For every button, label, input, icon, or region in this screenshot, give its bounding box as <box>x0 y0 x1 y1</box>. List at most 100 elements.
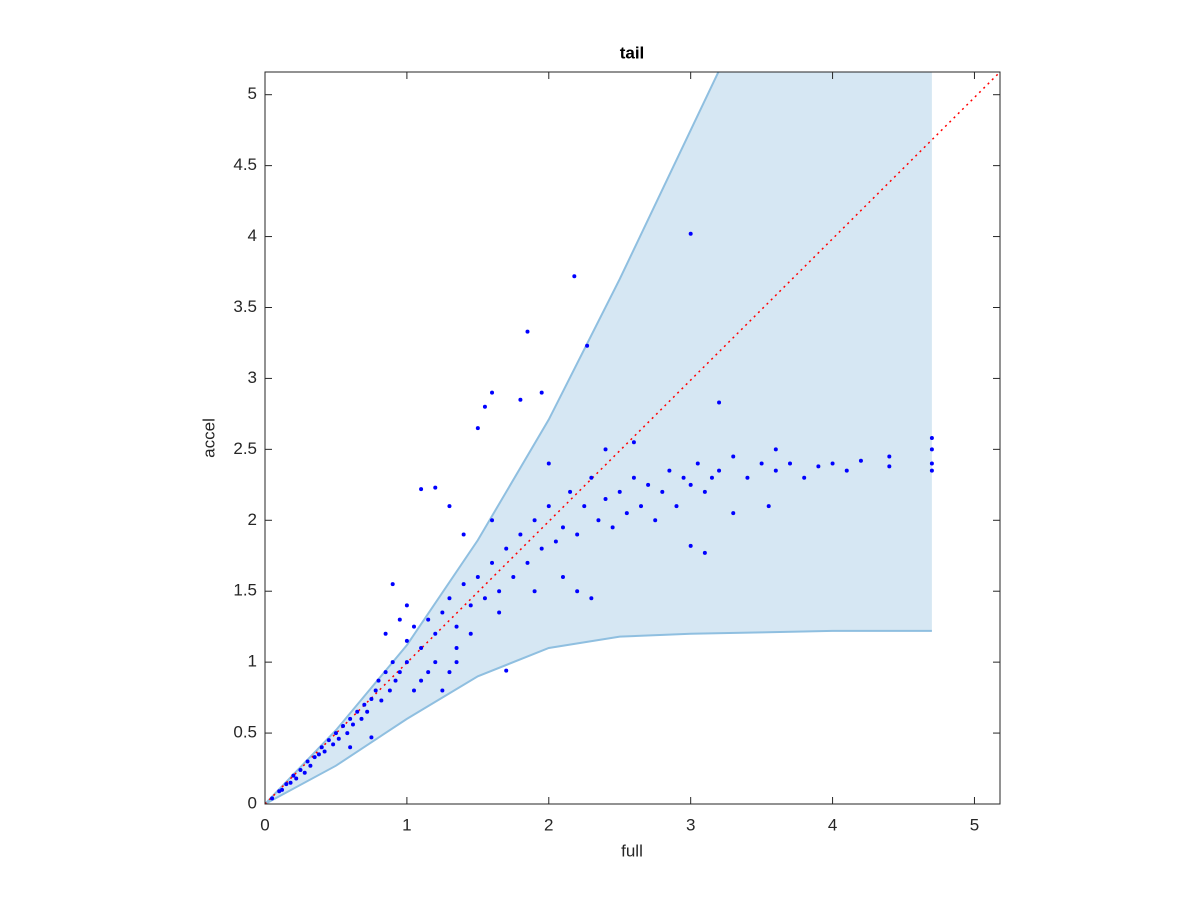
scatter-point <box>582 504 587 509</box>
x-tick-label: 5 <box>970 815 979 834</box>
scatter-point <box>631 440 636 445</box>
scatter-point <box>858 458 863 463</box>
scatter-point <box>525 329 530 334</box>
scatter-point <box>589 596 594 601</box>
scatter-point <box>454 624 459 629</box>
scatter-point <box>539 390 544 395</box>
scatter-point <box>447 596 452 601</box>
scatter-point <box>560 575 565 580</box>
x-tick-label: 4 <box>828 815 837 834</box>
scatter-point <box>319 745 324 750</box>
scatter-point <box>419 487 424 492</box>
scatter-point <box>575 589 580 594</box>
scatter-point <box>365 709 370 714</box>
scatter-point <box>539 546 544 551</box>
scatter-point <box>468 631 473 636</box>
scatter-point <box>397 617 402 622</box>
scatter-point <box>336 736 341 741</box>
scatter-point <box>440 610 445 615</box>
scatter-point <box>631 475 636 480</box>
scatter-point <box>497 610 502 615</box>
scatter-point <box>461 532 466 537</box>
scatter-point <box>482 404 487 409</box>
scatter-point <box>369 735 374 740</box>
scatter-point <box>294 776 299 781</box>
x-tick-label: 2 <box>544 815 553 834</box>
y-tick-label: 2.5 <box>233 439 257 458</box>
scatter-point <box>532 589 537 594</box>
scatter-point <box>387 688 392 693</box>
scatter-point <box>646 482 651 487</box>
scatter-point <box>830 461 835 466</box>
scatter-point <box>603 447 608 452</box>
scatter-point <box>709 475 714 480</box>
scatter-point <box>348 745 353 750</box>
scatter-point <box>929 468 934 473</box>
scatter-point <box>291 773 296 778</box>
scatter-point <box>532 518 537 523</box>
scatter-point <box>348 716 353 721</box>
scatter-point <box>560 525 565 530</box>
scatter-point <box>490 390 495 395</box>
band-upper-edge <box>265 72 720 804</box>
band-area <box>265 72 932 804</box>
scatter-point <box>302 770 307 775</box>
scatter-point <box>766 504 771 509</box>
scatter-point <box>280 787 285 792</box>
scatter-point <box>929 436 934 440</box>
scatter-point <box>376 678 381 683</box>
scatter-point <box>624 511 629 516</box>
scatter-point <box>603 497 608 501</box>
scatter-point <box>312 755 317 760</box>
y-tick-label: 4.5 <box>233 155 257 174</box>
scatter-point <box>305 759 310 764</box>
scatter-point <box>359 716 364 721</box>
scatter-point <box>475 426 480 431</box>
scatter-point <box>411 688 416 693</box>
y-axis-label: accel <box>199 418 218 458</box>
scatter-point <box>773 447 778 452</box>
scatter-point <box>518 532 523 537</box>
scatter-point <box>433 660 438 665</box>
scatter-point <box>362 702 367 707</box>
scatter-point <box>404 603 409 608</box>
scatter-point <box>660 489 665 494</box>
scatter-point <box>379 698 384 703</box>
scatter-point <box>490 518 495 523</box>
scatter-point <box>773 468 778 473</box>
scatter-point <box>504 668 509 673</box>
scatter-point <box>490 560 495 565</box>
scatter-point <box>585 343 590 348</box>
scatter-point <box>546 461 551 466</box>
scatter-point <box>745 475 750 480</box>
y-tick-label: 1 <box>248 652 257 671</box>
scatter-point <box>350 722 355 727</box>
scatter-point <box>454 660 459 665</box>
scatter-point <box>688 231 693 236</box>
scatter-point <box>596 518 601 523</box>
scatter-point <box>390 582 395 587</box>
scatter-point <box>717 400 722 405</box>
scatter-point <box>333 731 338 736</box>
scatter-point <box>447 670 452 675</box>
scatter-point <box>553 539 558 544</box>
x-tick-label: 0 <box>260 815 269 834</box>
scatter-point <box>731 511 736 516</box>
scatter-point <box>288 780 293 785</box>
axes-box <box>264 71 1001 805</box>
y-tick-label: 3.5 <box>233 297 257 316</box>
scatter-point <box>404 660 409 665</box>
scatter-point <box>404 638 409 643</box>
x-tick-label: 1 <box>402 815 411 834</box>
scatter-point <box>426 670 431 675</box>
y-tick-label: 0.5 <box>233 723 257 742</box>
scatter-point <box>355 709 360 714</box>
scatter-point <box>844 468 849 473</box>
scatter-point <box>419 645 424 650</box>
scatter-point <box>653 518 658 523</box>
scatter-point <box>639 504 644 509</box>
chart-title: tail <box>620 43 645 62</box>
scatter-point <box>369 697 374 702</box>
y-tick-label: 2 <box>248 510 257 529</box>
scatter-point <box>284 782 289 787</box>
